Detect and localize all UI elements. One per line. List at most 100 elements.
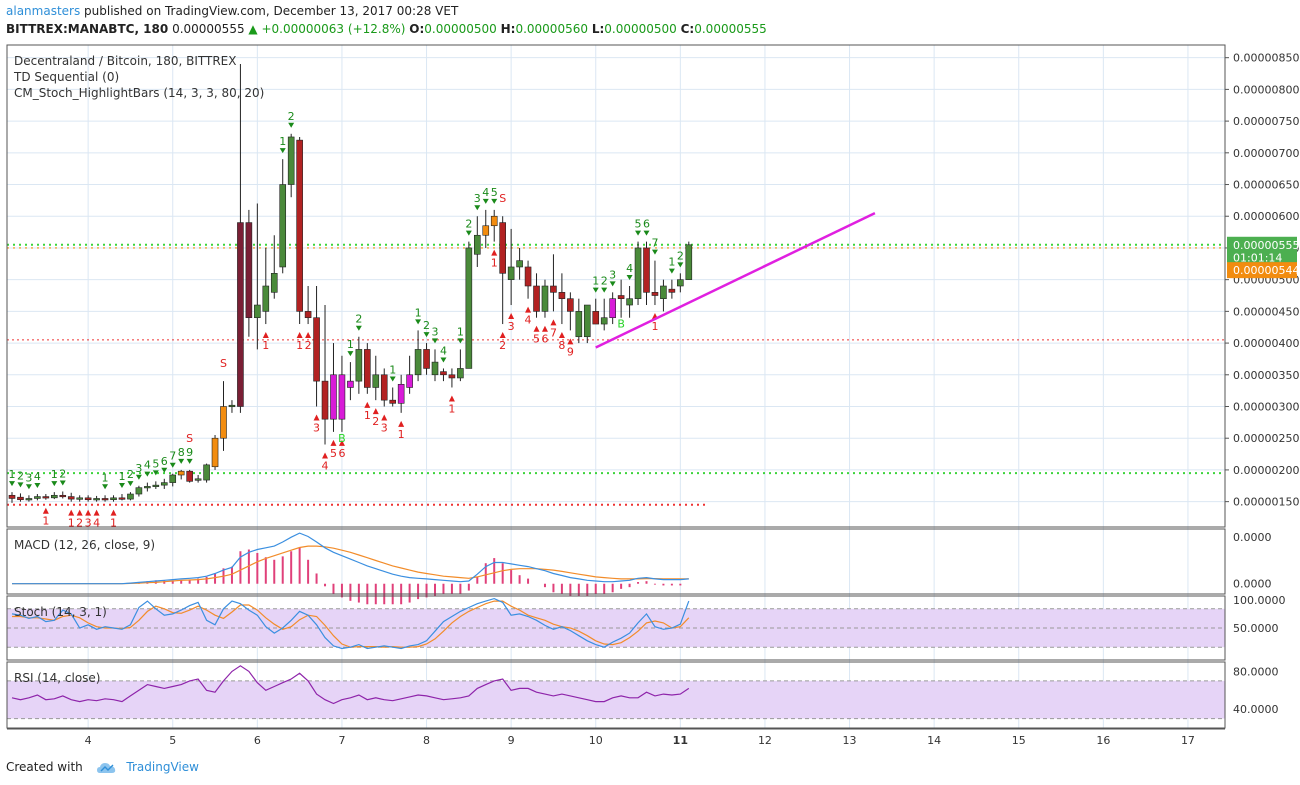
td-arrow-down [389,376,396,382]
td-label: 1 [118,470,125,483]
td-label: 1 [42,515,49,528]
td-label: 1 [651,320,658,333]
td-arrow-down [440,357,447,363]
candle-body [541,285,549,312]
candle-body [42,496,50,499]
td-arrow-down [9,481,15,487]
candle-body [550,285,557,293]
y-tick-label: 0.00000850 [1233,52,1299,65]
td-arrow-down [152,470,159,476]
x-tick-label: 16 [1096,734,1110,747]
td-label: 7 [651,237,658,250]
td-label: 1 [51,468,58,481]
td-label: 6 [338,447,345,460]
td-label: 1 [364,409,371,422]
y-tick-label: 0.00000300 [1233,401,1299,414]
td-label: 9 [567,345,574,358]
td-label: 4 [322,460,329,473]
candle-body [499,222,506,274]
td-arrow-up [372,408,379,415]
td-label: 1 [9,468,16,481]
td-label: 2 [465,218,472,231]
td-arrow-up [262,332,269,339]
candle-body [592,311,600,325]
main-pane-border [6,44,1226,528]
td-arrow-down [17,482,24,488]
td-arrow-down [118,483,125,489]
td-label: 6 [643,218,650,231]
author-link[interactable]: alanmasters [6,4,81,18]
candle-body [575,311,583,338]
candle-body [583,304,591,338]
high-label: H: [500,22,516,36]
candle-body [347,380,354,388]
x-tick-label: 14 [927,734,941,747]
candle-body [431,361,439,376]
price-label: 0.00000544 [1233,264,1299,277]
candle-body [364,349,371,388]
candle-body [507,266,515,280]
td-label: 2 [601,275,608,288]
td-arrow-up [364,401,371,408]
td-arrow-down [474,205,481,211]
td-label: 2 [17,469,24,482]
candle-body [338,374,346,420]
candle-body [59,494,67,498]
td-arrow-up [85,509,92,516]
td-arrow-up [93,509,100,516]
candle-body [448,374,456,379]
y-tick-label: 0.00000700 [1233,147,1299,160]
x-tick-label: 6 [254,734,261,747]
candle-body [626,298,633,306]
td-label: 4 [482,186,489,199]
td-label: 3 [609,268,616,281]
y-tick-label: 0.00000350 [1233,369,1299,382]
candle-body [177,470,185,476]
stoch-pane [7,597,1225,650]
td-label: 5 [330,447,337,460]
td-label: 1 [457,325,464,338]
x-tick-label: 10 [589,734,603,747]
td-arrow-up [550,319,557,326]
stoch-legend: Stoch (14, 3, 1) [14,605,107,619]
rsi-legend: RSI (14, close) [14,671,100,685]
candle-body [677,279,684,287]
publish-line: alanmasters published on TradingView.com… [6,4,458,18]
td-arrow-down [102,484,109,490]
candle-body [313,317,320,382]
td-label: 2 [677,249,684,262]
legend-text: TD Sequential (0) [13,70,119,84]
tradingview-link[interactable]: TradingView [126,760,199,774]
td-label: 1 [448,402,455,415]
td-label: 1 [347,338,354,351]
td-label: 7 [550,326,557,339]
legend-text: CM_Stoch_HighlightBars (14, 3, 3, 80, 20… [14,86,264,100]
td-arrow-down [288,122,295,128]
candle-body [490,215,498,227]
td-arrow-up [305,332,312,339]
candle-body [600,317,608,325]
candle-body [279,184,287,268]
candle-body [567,298,574,312]
td-label: 1 [389,363,396,376]
td-label: 8 [558,339,565,352]
candle-body [482,225,490,236]
candle-body [160,482,168,486]
candle-body [397,384,405,404]
candle-body [8,494,16,499]
x-tick-label: 13 [843,734,857,747]
candle-body [685,244,693,280]
td-label: B [338,432,346,445]
td-arrow-up [322,452,329,459]
candle-body [101,498,109,501]
td-label: 3 [313,422,320,435]
td-arrow-up [499,332,506,339]
candle-body [135,487,143,495]
macd-tick-label: 0.0000 [1233,578,1272,591]
stoch-pane-border [6,595,1226,661]
candle-body [270,273,278,293]
candle-body [389,399,397,404]
candle-body [194,478,202,481]
